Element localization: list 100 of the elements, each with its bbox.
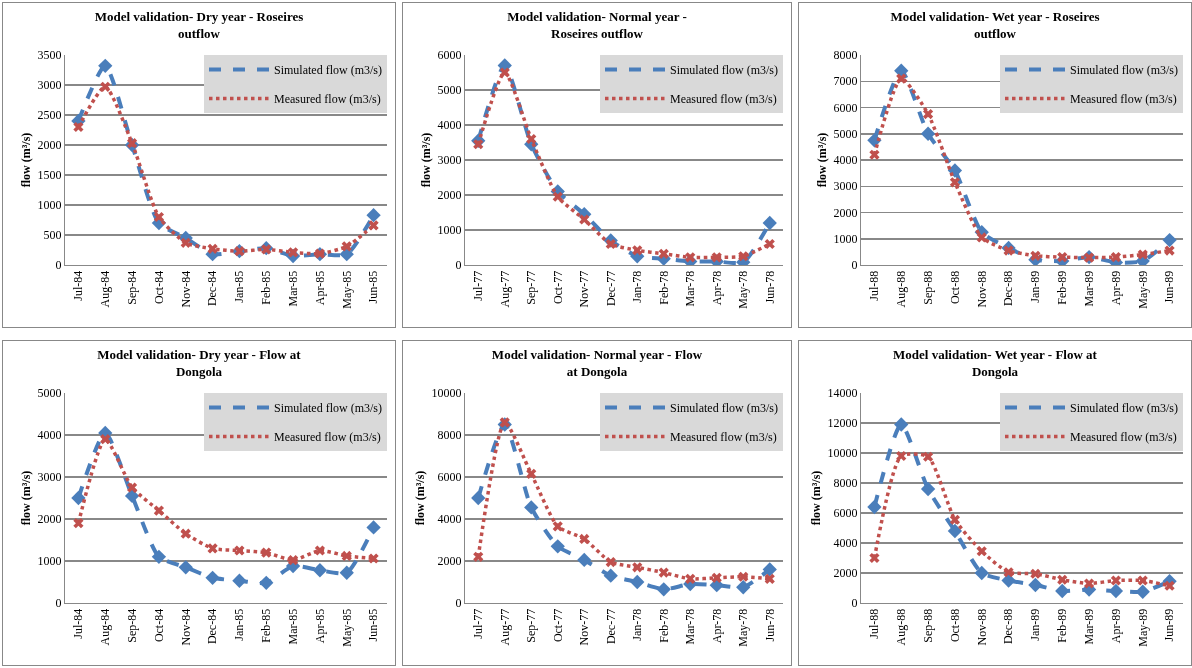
y-tick-label: 6000 (437, 48, 462, 63)
x-tick-label: Sep-77 (524, 270, 539, 305)
point (603, 568, 618, 583)
x-tick-label: Oct-84 (151, 608, 166, 643)
x-tick-label: Jul-88 (867, 608, 882, 639)
point (764, 238, 775, 250)
y-axis-title: flow (m³/s) (808, 470, 823, 526)
y-tick-label: 0 (455, 258, 462, 273)
point (1135, 584, 1150, 599)
point (126, 138, 138, 149)
y-tick-label: 5000 (833, 126, 858, 141)
point (949, 514, 961, 525)
point (341, 241, 352, 252)
point (738, 571, 749, 582)
point (499, 417, 510, 428)
point (73, 121, 84, 133)
point (312, 563, 328, 578)
x-tick-label: Mar-89 (1081, 608, 1096, 645)
y-tick-label: 4000 (833, 536, 858, 551)
y-tick-label: 2000 (833, 566, 858, 581)
point (180, 528, 191, 539)
y-tick-label: 6000 (833, 100, 858, 115)
legend-label: Simulated flow (m3/s) (1070, 401, 1178, 416)
x-tick-label: Jan-85 (232, 608, 247, 641)
legend-label: Simulated flow (m3/s) (670, 63, 778, 78)
y-tick-label: 10000 (827, 446, 858, 461)
x-tick-label: Dec-77 (603, 608, 618, 645)
point (1164, 245, 1175, 256)
y-tick-label: 3000 (37, 78, 62, 93)
x-tick-label: Nov-77 (577, 270, 592, 308)
point (896, 73, 907, 84)
point (605, 238, 616, 250)
y-tick-label: 6000 (437, 470, 462, 485)
point (658, 248, 669, 259)
point (471, 490, 486, 506)
x-tick-label: Mar-89 (1081, 270, 1096, 307)
y-tick-label: 8000 (437, 428, 462, 443)
x-tick-label: Jan-89 (1028, 270, 1043, 303)
point (73, 518, 84, 529)
x-tick-label: Dec-84 (205, 270, 220, 307)
y-tick-label: 2500 (37, 108, 62, 123)
point (98, 58, 113, 73)
point (71, 490, 86, 506)
x-tick-label: Aug-88 (894, 608, 909, 646)
point (314, 545, 326, 556)
x-tick-label: Jun-89 (1162, 608, 1177, 642)
x-tick-label: Oct-77 (550, 270, 565, 305)
point (287, 555, 299, 566)
y-axis-title: flow (m³/s) (412, 470, 427, 526)
x-tick-label: Feb-78 (656, 608, 671, 643)
x-tick-label: Jun-89 (1162, 270, 1177, 304)
y-axis-title: flow (m³/s) (18, 470, 33, 526)
x-tick-label: Jan-85 (232, 270, 247, 303)
y-tick-label: 7000 (833, 74, 858, 89)
point (100, 81, 111, 92)
y-tick-label: 2000 (437, 188, 462, 203)
point (1137, 249, 1148, 260)
point (976, 546, 987, 557)
point (1164, 580, 1175, 591)
point (920, 126, 936, 141)
point (124, 488, 140, 504)
y-tick-label: 5000 (37, 386, 62, 401)
x-tick-label: Sep-84 (124, 608, 139, 643)
point (366, 520, 381, 535)
point (341, 550, 352, 562)
point (1030, 250, 1041, 261)
y-tick-label: 3000 (437, 153, 462, 168)
x-tick-label: Oct-88 (947, 270, 962, 305)
y-tick-label: 0 (455, 596, 462, 611)
x-tick-label: May-89 (1135, 608, 1150, 647)
y-axis-title: flow (m³/s) (814, 132, 829, 188)
point (287, 247, 299, 258)
x-tick-label: Sep-88 (920, 608, 935, 643)
x-tick-label: Apr-78 (709, 608, 724, 644)
x-tick-label: Jun-85 (366, 608, 381, 642)
point (630, 574, 645, 590)
point (126, 482, 138, 493)
x-tick-label: Mar-78 (683, 608, 698, 645)
point (524, 500, 539, 515)
point (869, 149, 880, 160)
x-tick-label: Sep-84 (124, 270, 139, 305)
point (976, 232, 987, 243)
x-tick-label: May-78 (736, 270, 751, 309)
point (473, 551, 484, 562)
point (896, 450, 907, 462)
point (1057, 574, 1068, 585)
y-tick-label: 500 (43, 228, 62, 243)
legend-label: Simulated flow (m3/s) (1070, 63, 1178, 78)
point (1137, 575, 1148, 586)
point (207, 543, 218, 554)
point (180, 237, 191, 248)
legend-label: Measured flow (m3/s) (1070, 92, 1177, 107)
point (685, 573, 696, 584)
point (1110, 575, 1122, 586)
x-tick-label: Dec-77 (603, 270, 618, 307)
point (894, 417, 909, 432)
y-tick-label: 12000 (827, 416, 858, 431)
point (151, 549, 167, 564)
y-tick-label: 0 (55, 258, 62, 273)
y-tick-label: 4000 (437, 118, 462, 133)
